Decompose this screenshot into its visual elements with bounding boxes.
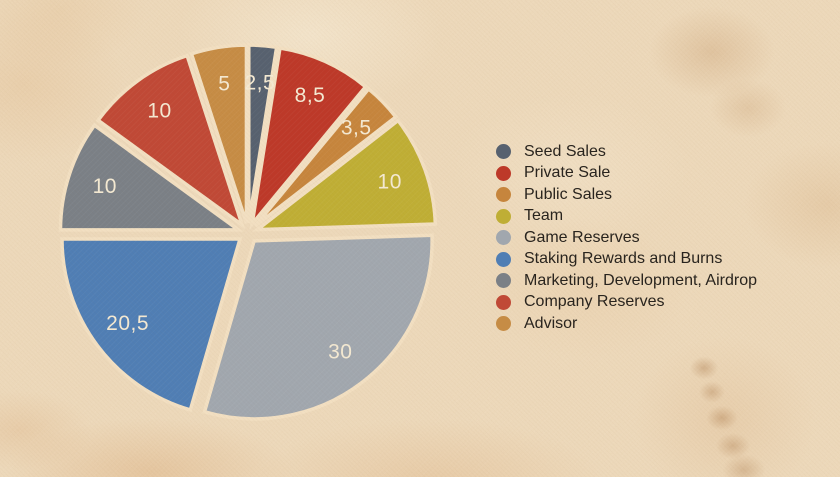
pie-value-labels: 2,5 8,5 3,5 10 30 20,5 10 10 5: [93, 71, 402, 363]
legend-swatch-company-reserves: [496, 294, 511, 310]
pie-slice-staking-rewards-and-burns: [60, 237, 243, 413]
legend-swatch-private-sale: [496, 165, 511, 181]
legend-item-advisor: Advisor: [496, 313, 757, 335]
legend-label-public-sales: Public Sales: [524, 185, 613, 203]
pie-slice-advisor: [189, 43, 249, 224]
pie-slice-seed-sales: [247, 43, 279, 224]
legend-swatch-marketing-development-airdrop: [496, 273, 511, 289]
legend-label-staking-rewards-and-burns: Staking Rewards and Burns: [524, 250, 723, 268]
pie-slice-team: [252, 118, 438, 232]
legend-item-team: Team: [496, 206, 757, 228]
pie-slice-private-sale: [249, 46, 369, 230]
legend-swatch-game-reserves: [496, 230, 511, 246]
legend-swatch-advisor: [496, 316, 511, 332]
slice-value-label-staking-rewards-and-burns: 20,5: [106, 312, 149, 335]
legend-label-seed-sales: Seed Sales: [524, 142, 606, 160]
legend-item-staking-rewards-and-burns: Staking Rewards and Burns: [496, 249, 757, 271]
legend-item-marketing-development-airdrop: Marketing, Development, Airdrop: [496, 270, 757, 292]
legend-label-advisor: Advisor: [524, 314, 578, 332]
pie-slice-marketing-development-airdrop: [58, 122, 244, 232]
slice-value-label-advisor: 5: [218, 73, 230, 96]
legend-swatch-public-sales: [496, 187, 511, 203]
pie-slices: [58, 43, 438, 421]
legend-label-team: Team: [524, 207, 564, 225]
legend-swatch-team: [496, 208, 511, 224]
legend-item-public-sales: Public Sales: [496, 184, 757, 206]
slice-value-label-private-sale: 8,5: [295, 84, 326, 107]
pie-slice-game-reserves: [202, 233, 434, 421]
legend-item-seed-sales: Seed Sales: [496, 141, 757, 163]
slice-value-label-public-sales: 3,5: [341, 117, 372, 140]
legend-label-private-sale: Private Sale: [524, 164, 611, 182]
legend-label-game-reserves: Game Reserves: [524, 228, 640, 246]
legend: Seed Sales Private Sale Public Sales Team Ga…: [496, 141, 757, 335]
slice-value-label-team: 10: [378, 171, 402, 194]
legend-item-private-sale: Private Sale: [496, 163, 757, 185]
legend-item-game-reserves: Game Reserves: [496, 227, 757, 249]
legend-item-company-reserves: Company Reserves: [496, 292, 757, 314]
legend-swatch-seed-sales: [496, 144, 511, 160]
slice-value-label-company-reserves: 10: [147, 100, 171, 123]
legend-label-company-reserves: Company Reserves: [524, 293, 665, 311]
slice-value-label-seed-sales: 2,5: [244, 71, 275, 94]
legend-label-marketing-development-airdrop: Marketing, Development, Airdrop: [524, 271, 757, 289]
slice-value-label-marketing-development-airdrop: 10: [93, 175, 117, 198]
slice-value-label-game-reserves: 30: [328, 341, 352, 364]
legend-swatch-staking-rewards-and-burns: [496, 251, 511, 267]
pie-slice-company-reserves: [95, 53, 246, 230]
pie-slice-public-sales: [253, 86, 399, 228]
